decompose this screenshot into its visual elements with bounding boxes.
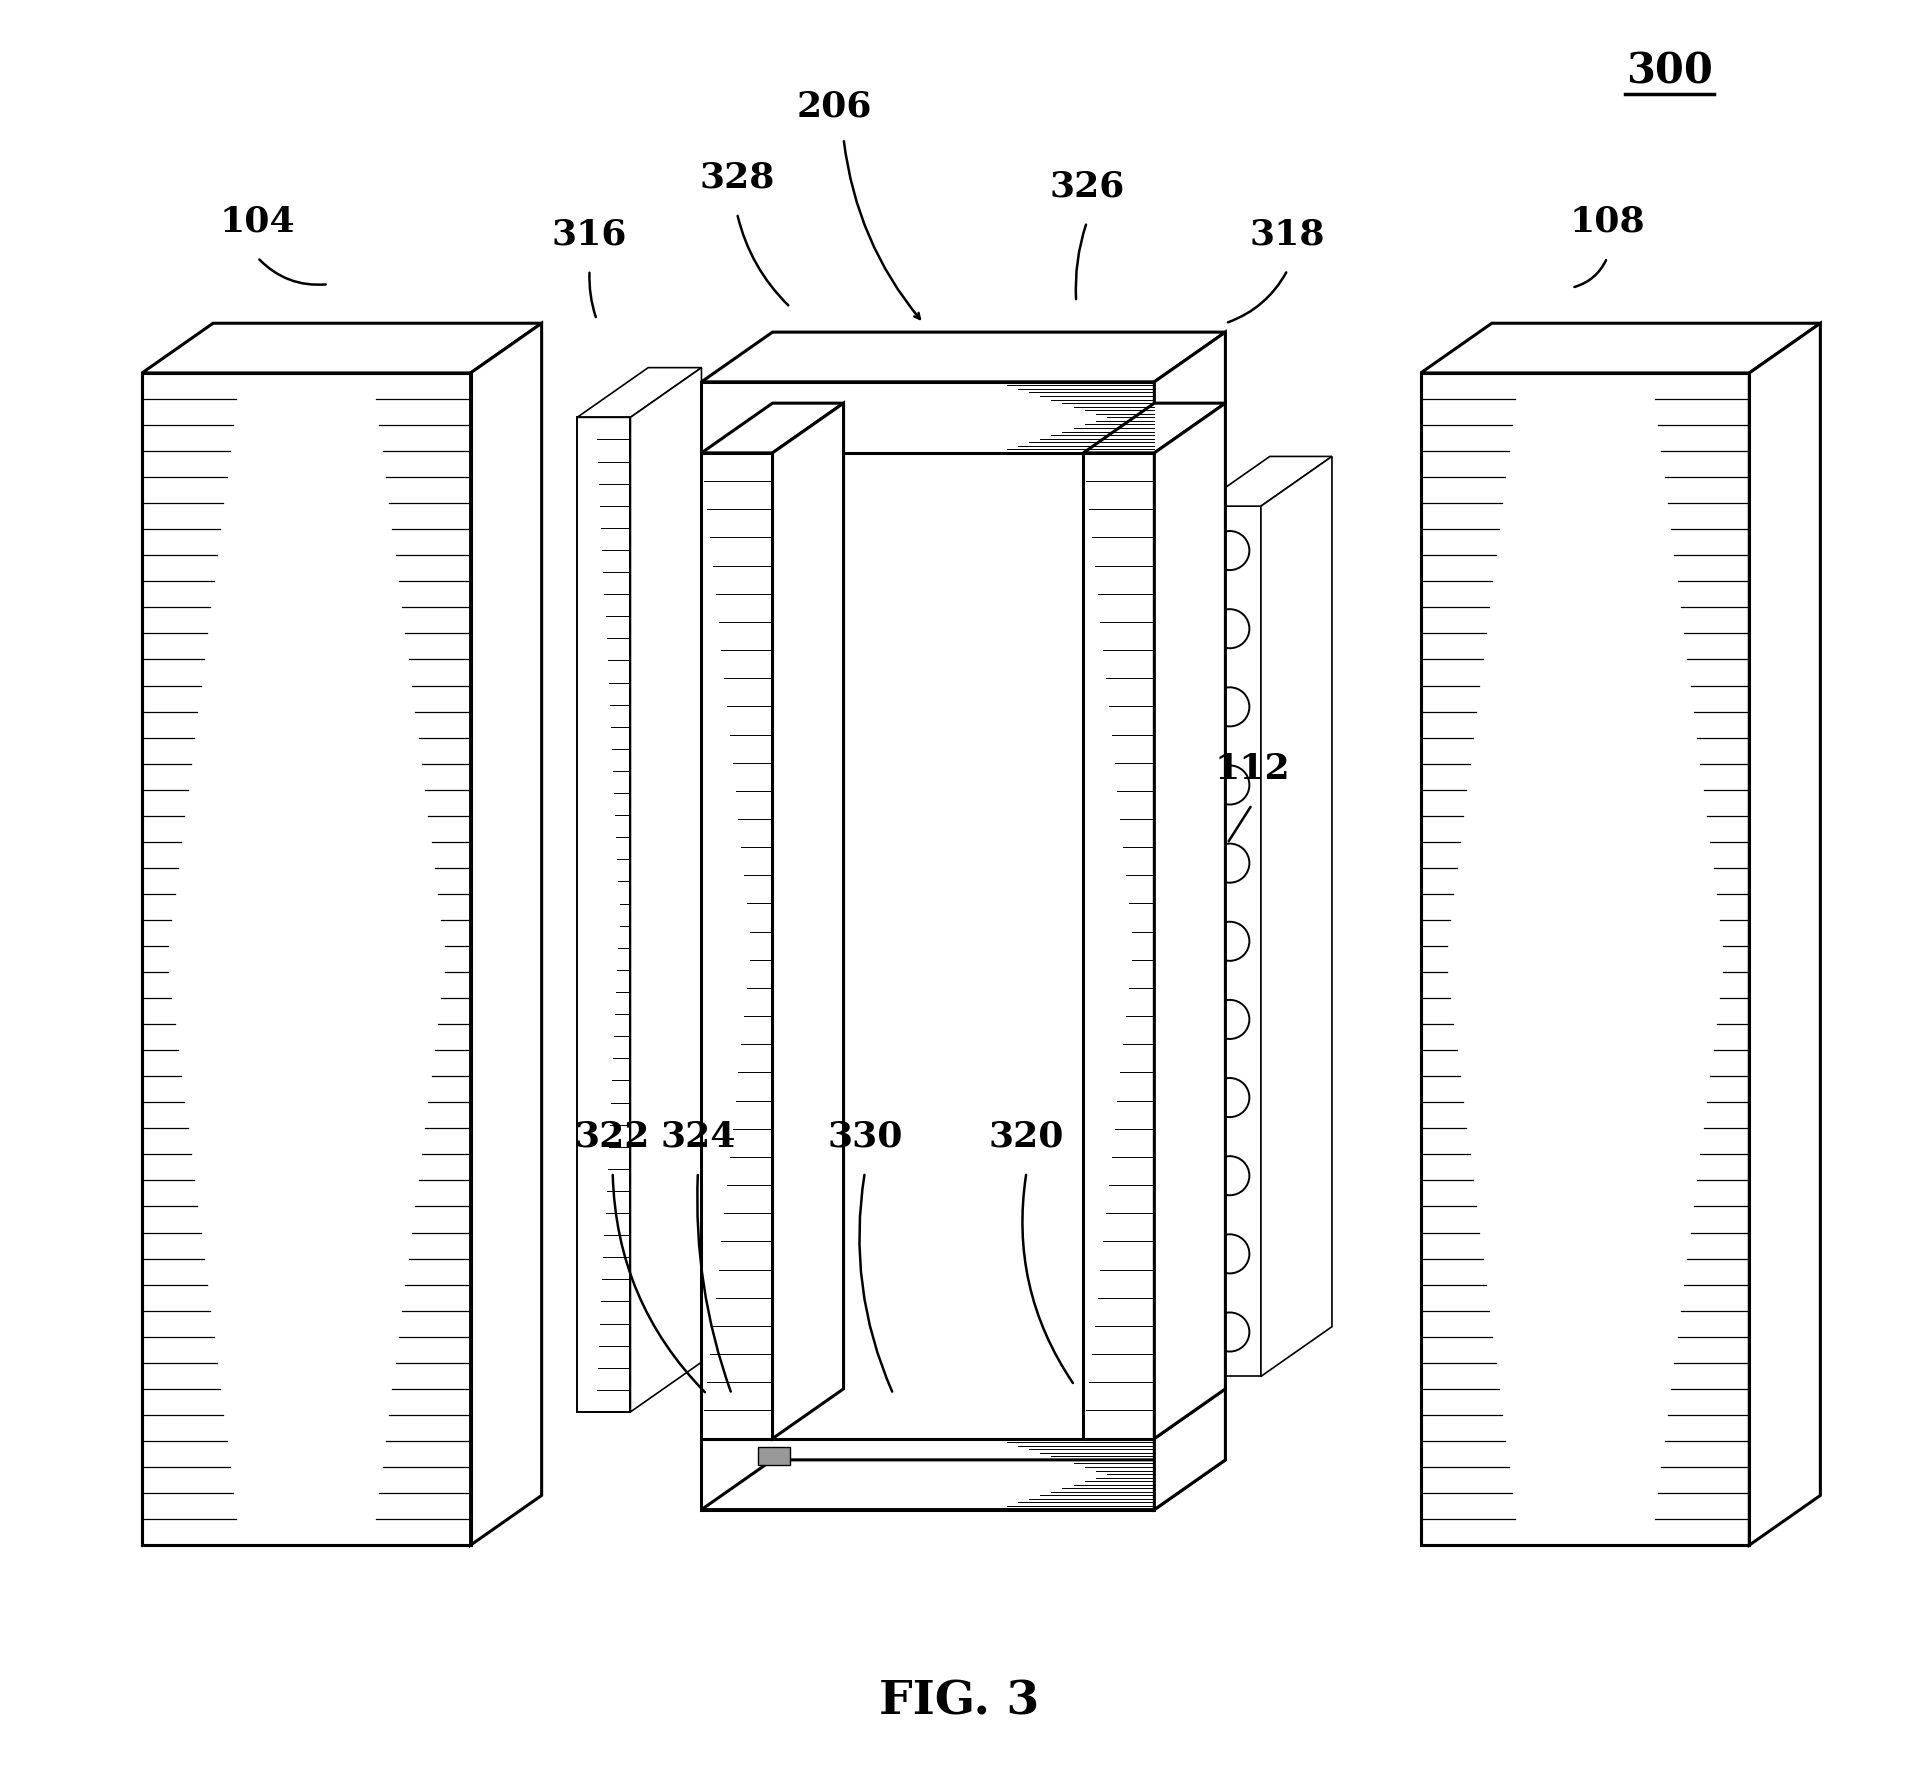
Circle shape — [1210, 609, 1249, 648]
Polygon shape — [1749, 323, 1820, 1545]
Text: 326: 326 — [1049, 169, 1124, 204]
Polygon shape — [1199, 456, 1331, 506]
Circle shape — [1210, 765, 1249, 805]
Polygon shape — [577, 417, 631, 1412]
Polygon shape — [758, 1447, 790, 1465]
Polygon shape — [631, 368, 702, 1412]
Polygon shape — [577, 368, 702, 417]
Circle shape — [1210, 1000, 1249, 1039]
Text: 112: 112 — [1214, 751, 1289, 787]
Text: 328: 328 — [700, 160, 775, 195]
Polygon shape — [773, 403, 844, 1439]
Text: FIG. 3: FIG. 3 — [878, 1678, 1040, 1724]
Polygon shape — [1084, 453, 1155, 1439]
Polygon shape — [702, 1439, 1155, 1510]
Polygon shape — [702, 453, 773, 1439]
Circle shape — [1210, 687, 1249, 726]
Polygon shape — [1421, 373, 1749, 1545]
Circle shape — [1210, 1234, 1249, 1273]
Text: 324: 324 — [660, 1119, 737, 1154]
Text: 300: 300 — [1626, 50, 1713, 92]
Circle shape — [1210, 922, 1249, 961]
Circle shape — [1210, 531, 1249, 570]
Polygon shape — [702, 403, 844, 453]
Text: 316: 316 — [552, 217, 627, 252]
Polygon shape — [470, 323, 541, 1545]
Polygon shape — [1155, 1389, 1226, 1510]
Polygon shape — [142, 323, 541, 373]
Circle shape — [1210, 1312, 1249, 1352]
Polygon shape — [1260, 456, 1331, 1376]
Polygon shape — [702, 1460, 1226, 1510]
Text: 320: 320 — [990, 1119, 1064, 1154]
Polygon shape — [142, 373, 470, 1545]
Text: 104: 104 — [221, 204, 295, 240]
Polygon shape — [1084, 403, 1155, 1439]
Circle shape — [1210, 1156, 1249, 1195]
Polygon shape — [1421, 323, 1820, 373]
Text: 330: 330 — [827, 1119, 903, 1154]
Polygon shape — [1155, 403, 1226, 1439]
Text: 108: 108 — [1569, 204, 1646, 240]
Text: 318: 318 — [1251, 217, 1325, 252]
Polygon shape — [1084, 403, 1226, 453]
Polygon shape — [1199, 506, 1260, 1376]
Circle shape — [1210, 844, 1249, 883]
Polygon shape — [773, 403, 1155, 453]
Circle shape — [1210, 1078, 1249, 1117]
Text: 206: 206 — [798, 89, 873, 124]
Text: 322: 322 — [575, 1119, 650, 1154]
Polygon shape — [702, 332, 1226, 382]
Polygon shape — [1155, 332, 1226, 453]
Polygon shape — [702, 382, 1155, 453]
Polygon shape — [773, 453, 1084, 1439]
